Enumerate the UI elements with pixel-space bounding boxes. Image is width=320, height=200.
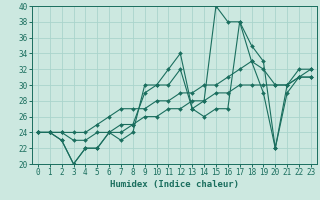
X-axis label: Humidex (Indice chaleur): Humidex (Indice chaleur) [110, 180, 239, 189]
